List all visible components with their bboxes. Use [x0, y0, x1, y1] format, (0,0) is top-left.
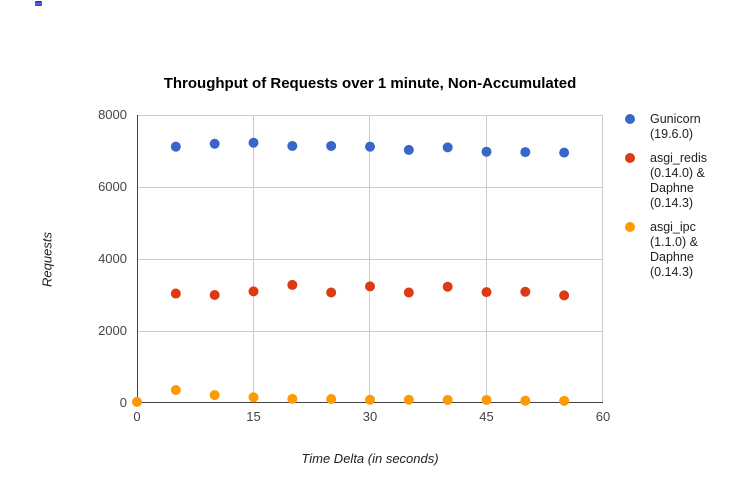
x-tick-label: 30	[362, 409, 378, 424]
data-point-series-1	[287, 279, 298, 290]
data-point-series-2	[481, 394, 492, 405]
data-point-series-1	[170, 288, 181, 299]
data-point-series-2	[287, 393, 298, 404]
y-tick-label: 6000	[98, 179, 127, 194]
data-point-series-2	[403, 394, 414, 405]
data-point-series-2	[559, 395, 570, 406]
data-point-series-1	[403, 287, 414, 298]
plot-area	[132, 115, 603, 407]
x-tick-label: 45	[479, 409, 494, 424]
data-point-series-0	[403, 144, 414, 155]
x-tick-label: 15	[246, 409, 261, 424]
chart-legend: Gunicorn (19.6.0) asgi_redis (0.14.0) & Daph…	[625, 112, 737, 289]
stray-blue-mark	[35, 1, 42, 6]
data-point-series-2	[132, 396, 142, 407]
y-tick-label: 4000	[98, 251, 127, 266]
data-point-series-1	[365, 281, 375, 292]
data-point-series-2	[170, 385, 181, 396]
data-point-series-0	[520, 147, 531, 158]
x-tick-label: 60	[595, 409, 611, 424]
x-axis-title: Time Delta (in seconds)	[301, 451, 439, 466]
data-point-series-1	[481, 287, 492, 298]
data-point-series-2	[209, 390, 220, 401]
legend-label: asgi_ipc (1.1.0) & Daphne (0.14.3)	[650, 220, 698, 279]
data-point-series-0	[209, 138, 220, 149]
data-point-series-0	[365, 141, 375, 152]
data-point-series-1	[520, 286, 531, 297]
data-point-series-1	[248, 286, 259, 297]
data-point-series-0	[442, 142, 453, 153]
data-point-series-0	[326, 140, 337, 151]
chart-title: Throughput of Requests over 1 minute, No…	[163, 75, 577, 92]
legend-dot-icon	[625, 222, 635, 232]
legend-label: Gunicorn (19.6.0)	[650, 112, 701, 141]
legend-dot-icon	[625, 153, 635, 163]
x-tick-label: 0	[133, 409, 141, 424]
data-point-series-0	[559, 147, 570, 158]
data-point-series-1	[559, 290, 570, 301]
data-point-series-1	[442, 281, 453, 292]
data-point-series-2	[520, 395, 531, 406]
data-point-series-2	[442, 394, 453, 405]
legend-item-1: asgi_redis (0.14.0) & Daphne (0.14.3)	[625, 151, 737, 211]
y-tick-label: 8000	[98, 107, 127, 122]
y-tick-label: 2000	[98, 323, 127, 338]
legend-dot-icon	[625, 114, 635, 124]
data-point-series-0	[481, 146, 492, 157]
data-point-series-2	[365, 394, 375, 405]
data-point-series-0	[248, 137, 259, 148]
data-point-series-0	[170, 141, 181, 152]
data-point-series-1	[209, 290, 220, 300]
y-tick-label: 0	[119, 395, 127, 410]
data-point-series-0	[287, 140, 298, 151]
legend-label: asgi_redis (0.14.0) & Daphne (0.14.3)	[650, 151, 707, 210]
data-point-series-2	[248, 392, 259, 403]
data-point-series-2	[326, 394, 337, 405]
legend-item-0: Gunicorn (19.6.0)	[625, 112, 737, 142]
data-point-series-1	[326, 287, 337, 298]
legend-item-2: asgi_ipc (1.1.0) & Daphne (0.14.3)	[625, 220, 737, 280]
y-axis-title: Requests	[39, 232, 55, 287]
